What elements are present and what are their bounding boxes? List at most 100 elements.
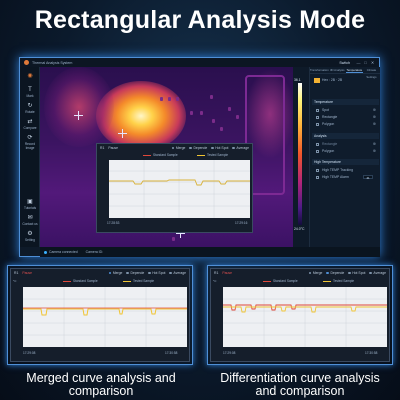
option-merge[interactable]: Merge — [108, 271, 122, 275]
pcb-component — [168, 97, 171, 101]
high-temp-alarm[interactable]: High TEMP Alarm — [316, 174, 376, 180]
tab-temperature[interactable]: Temperature — [345, 68, 363, 73]
tool-record[interactable]: ⟳ Record Image — [20, 135, 40, 150]
compare-icon: ⇄ — [27, 119, 33, 125]
option-hot-spot[interactable]: Hot Spot — [211, 146, 228, 150]
measure-crosshair-icon[interactable] — [74, 111, 83, 120]
diff-curve-header: R1 Pause Merge Depende Hot Spot Average — [211, 269, 389, 277]
section-high-temperature[interactable]: High Temperature — [312, 159, 379, 165]
legend-standard: Standard Sample — [63, 279, 98, 283]
diff-curve-panel: R1 Pause Merge Depende Hot Spot Average … — [210, 268, 390, 362]
tool-rotate[interactable]: ↻ Rotate — [20, 103, 40, 114]
add-icon: ⊕ — [372, 141, 376, 146]
pcb-component — [176, 97, 179, 101]
time-start: 17:29:08 — [223, 351, 236, 355]
page-title: Rectangular Analysis Mode — [34, 6, 366, 34]
pcb-component — [220, 127, 223, 131]
legend-tested: Tested Sample — [323, 279, 354, 283]
tab-climate-settings[interactable]: Climate Settings — [366, 68, 377, 79]
add-icon: ⊕ — [372, 114, 376, 119]
pcb-component — [236, 115, 239, 119]
pcb-component — [210, 95, 213, 99]
tool-label: Setting — [25, 238, 35, 242]
minimize-icon[interactable]: — — [356, 60, 361, 65]
option-depende[interactable]: Depende — [126, 271, 144, 275]
pcb-component — [172, 237, 175, 241]
color-swatch[interactable] — [314, 78, 320, 83]
merged-curve-svg — [23, 287, 187, 347]
option-hot-spot[interactable]: Hot Spot — [348, 271, 365, 275]
analysis-item-polygon[interactable]: Polygon ⊕ — [316, 148, 376, 154]
status-connection: Camera connected — [49, 250, 78, 254]
thermal-image[interactable]: R1 Pause Merge Depende Hot Spot Average … — [40, 67, 293, 247]
pause-button[interactable]: Pause — [108, 146, 118, 150]
pause-button[interactable]: Pause — [222, 271, 232, 275]
color-palette: 36.1 24.0°C — [293, 67, 309, 247]
option-merge[interactable]: Merge — [171, 146, 185, 150]
palette-min: 24.0°C — [294, 227, 305, 231]
status-bar: Camera connected Camera ID: — [40, 247, 380, 257]
temp-item-polygon[interactable]: Polygon ⊕ — [316, 121, 376, 127]
tool-label: Compare — [23, 126, 37, 130]
palette-bar[interactable] — [298, 83, 302, 225]
inner-curve-svg — [109, 160, 250, 218]
tab-transformation[interactable]: Transformation — [310, 68, 329, 72]
flame-icon: ◉ — [27, 73, 33, 79]
tool-label: Mark — [26, 94, 34, 98]
tool-label: Tutorials — [23, 206, 37, 210]
pcb-component — [190, 111, 193, 115]
option-depende[interactable]: Depende — [326, 271, 344, 275]
option-merge[interactable]: Merge — [308, 271, 322, 275]
tool-mark[interactable]: T Mark — [20, 87, 40, 98]
option-average[interactable]: Average — [232, 146, 249, 150]
alarm-value-input[interactable]: 41 — [363, 175, 373, 180]
pcb-outline — [245, 75, 285, 195]
option-depende[interactable]: Depende — [189, 146, 207, 150]
time-start: 17:29:08 — [23, 351, 36, 355]
diff-curve-svg — [223, 287, 387, 347]
tested-sample-line — [223, 306, 387, 313]
temp-item-spot[interactable]: Spot ⊕ — [316, 107, 376, 113]
tool-tutorials[interactable]: ▣ Tutorials — [20, 199, 40, 210]
tab-3d-analysis[interactable]: 3D Analysis — [329, 68, 345, 72]
app-title: Thermal Analysis System — [32, 60, 73, 65]
tool-label: Rotate — [25, 110, 35, 114]
app-window: Thermal Analysis System Switch — □ ✕ ◉ T… — [19, 57, 380, 257]
legend-tested: Tested Sample — [197, 153, 228, 157]
pause-button[interactable]: Pause — [22, 271, 32, 275]
maximize-icon[interactable]: □ — [364, 60, 367, 65]
time-end: 17:29:16 — [235, 221, 248, 225]
temp-item-rectangle[interactable]: Rectangle ⊕ — [316, 114, 376, 120]
measure-crosshair-icon[interactable] — [118, 129, 127, 138]
caption-merged: Merged curve analysis and comparison — [26, 371, 176, 398]
section-analysis[interactable]: Analysis — [312, 133, 379, 139]
high-temp-tracking[interactable]: High TEMP Tracking — [316, 167, 376, 173]
caption-diff: Differentiation curve analysis and compa… — [220, 371, 380, 398]
time-end: 17:30:58 — [165, 351, 178, 355]
unit-label: °C — [213, 279, 217, 283]
tool-contact[interactable]: ✉ Contact us — [20, 215, 40, 226]
option-average[interactable]: Average — [169, 271, 186, 275]
legend-standard: Standard Sample — [263, 279, 298, 283]
right-panel: Transformation 3D Analysis Temperature C… — [309, 67, 380, 247]
analysis-item-rectangle[interactable]: Rectangle ⊕ — [316, 141, 376, 147]
merged-curve-panel: R1 Pause Merge Depende Hot Spot Average … — [10, 268, 190, 362]
pcb-component — [212, 119, 215, 123]
section-temperature[interactable]: Temperature — [312, 99, 379, 105]
tool-setting[interactable]: ⚙ Setting — [20, 231, 40, 242]
text-icon: T — [28, 87, 32, 93]
tool-compare[interactable]: ⇄ Compare — [20, 119, 40, 130]
close-icon[interactable]: ✕ — [370, 60, 375, 65]
standard-sample-line — [223, 304, 387, 311]
connected-icon — [44, 250, 47, 254]
curve-region-label: R1 — [14, 271, 19, 275]
measure-crosshair-icon[interactable] — [176, 229, 185, 238]
switch-button[interactable]: Switch — [339, 60, 350, 65]
legend-standard: Standard Sample — [143, 153, 178, 157]
inner-curve-plot — [109, 160, 250, 218]
gear-icon: ⚙ — [27, 231, 33, 237]
time-end: 17:30:58 — [365, 351, 378, 355]
rotate-icon: ↻ — [27, 103, 33, 109]
option-average[interactable]: Average — [369, 271, 386, 275]
option-hot-spot[interactable]: Hot Spot — [148, 271, 165, 275]
